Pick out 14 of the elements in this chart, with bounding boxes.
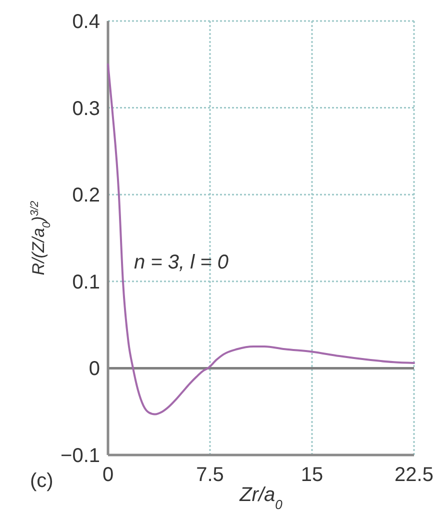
y-tick-label: 0.1 [72,271,100,294]
y-tick-label: 0.2 [72,184,100,207]
x-tick-label: 7.5 [196,464,224,486]
line-series [107,63,415,416]
annotation: n = 3, l = 0 [134,251,229,274]
x-tick-label: 0 [102,464,114,486]
text: (c) [30,470,54,492]
y-tick-label: 0.4 [72,11,100,33]
y-tick-label: 0.3 [72,98,100,120]
x-tick-label: 15 [300,464,324,486]
y-tick-label: 0 [88,358,100,380]
x-axis-title: Zr/a$_{0}$ [238,484,284,512]
y-tick-label: −0.1 [60,445,100,467]
x-tick-label: 22.5 [394,464,434,486]
